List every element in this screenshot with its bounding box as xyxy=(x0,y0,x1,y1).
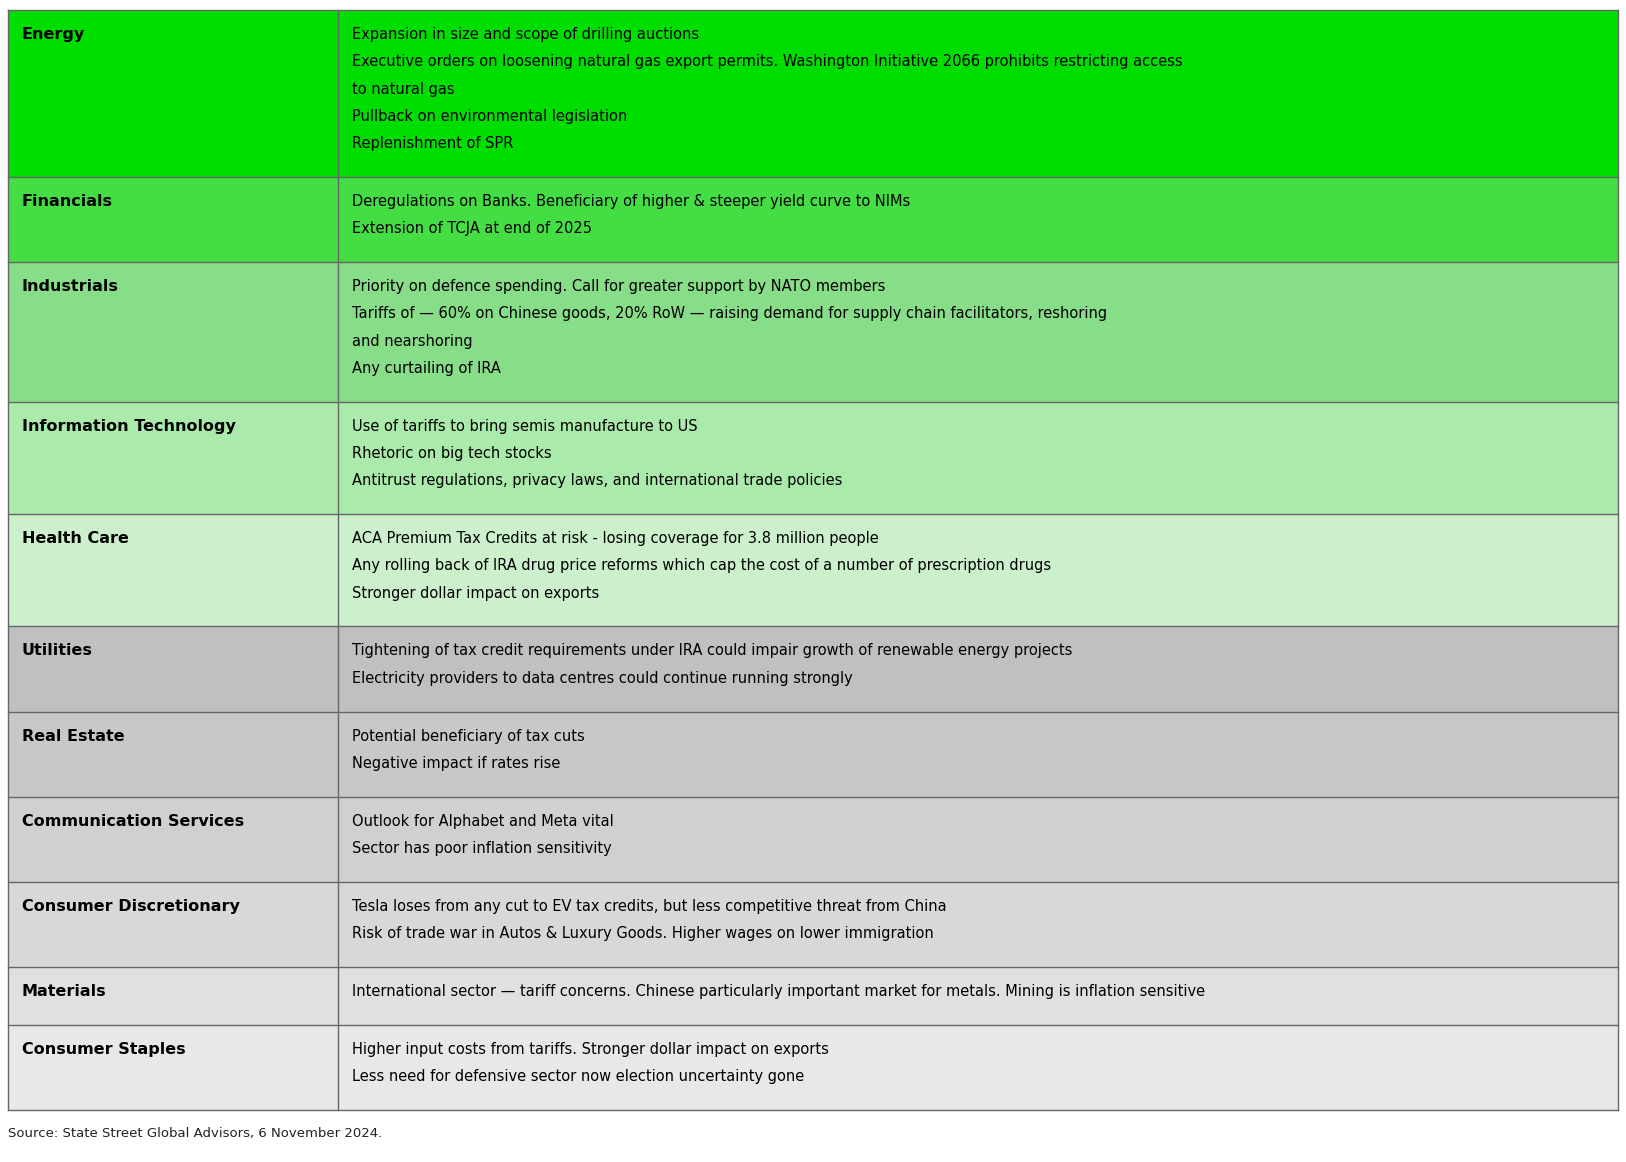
Bar xyxy=(8,177,338,261)
Text: Materials: Materials xyxy=(21,984,107,999)
Text: Negative impact if rates rise: Negative impact if rates rise xyxy=(351,755,561,770)
Text: ACA Premium Tax Credits at risk - losing coverage for 3.8 million people: ACA Premium Tax Credits at risk - losing… xyxy=(351,531,878,546)
Bar xyxy=(338,626,1618,711)
Bar xyxy=(338,514,1618,626)
Text: Tesla loses from any cut to EV tax credits, but less competitive threat from Chi: Tesla loses from any cut to EV tax credi… xyxy=(351,899,946,913)
Text: Higher input costs from tariffs. Stronger dollar impact on exports: Higher input costs from tariffs. Stronge… xyxy=(351,1042,829,1057)
Text: Any curtailing of IRA: Any curtailing of IRA xyxy=(351,360,501,375)
Text: Industrials: Industrials xyxy=(21,279,119,294)
Bar xyxy=(8,1025,338,1110)
Bar xyxy=(338,1025,1618,1110)
Text: Health Care: Health Care xyxy=(21,531,128,546)
Text: Tightening of tax credit requirements under IRA could impair growth of renewable: Tightening of tax credit requirements un… xyxy=(351,644,1072,659)
Text: International sector — tariff concerns. Chinese particularly important market fo: International sector — tariff concerns. … xyxy=(351,984,1205,999)
Bar xyxy=(8,514,338,626)
Bar xyxy=(8,882,338,967)
Text: Risk of trade war in Autos & Luxury Goods. Higher wages on lower immigration: Risk of trade war in Autos & Luxury Good… xyxy=(351,926,933,941)
Text: and nearshoring: and nearshoring xyxy=(351,333,473,349)
Text: Potential beneficiary of tax cuts: Potential beneficiary of tax cuts xyxy=(351,729,585,744)
Text: Information Technology: Information Technology xyxy=(21,418,236,433)
Text: Replenishment of SPR: Replenishment of SPR xyxy=(351,136,514,151)
Bar xyxy=(8,967,338,1025)
Bar xyxy=(338,967,1618,1025)
Text: to natural gas: to natural gas xyxy=(351,81,455,96)
Bar xyxy=(338,402,1618,514)
Bar xyxy=(8,10,338,177)
Text: Rhetoric on big tech stocks: Rhetoric on big tech stocks xyxy=(351,446,551,461)
Text: Financials: Financials xyxy=(21,194,112,209)
Text: Sector has poor inflation sensitivity: Sector has poor inflation sensitivity xyxy=(351,841,611,856)
Bar xyxy=(8,797,338,882)
Text: Utilities: Utilities xyxy=(21,644,93,659)
Text: Energy: Energy xyxy=(21,27,85,42)
Text: Deregulations on Banks. Beneficiary of higher & steeper yield curve to NIMs: Deregulations on Banks. Beneficiary of h… xyxy=(351,194,911,209)
Bar xyxy=(338,797,1618,882)
Bar xyxy=(8,711,338,797)
Text: Consumer Discretionary: Consumer Discretionary xyxy=(21,899,239,913)
Text: Less need for defensive sector now election uncertainty gone: Less need for defensive sector now elect… xyxy=(351,1069,805,1084)
Text: Real Estate: Real Estate xyxy=(21,729,125,744)
Bar xyxy=(338,261,1618,402)
Bar xyxy=(8,402,338,514)
Text: Outlook for Alphabet and Meta vital: Outlook for Alphabet and Meta vital xyxy=(351,813,613,829)
Text: Expansion in size and scope of drilling auctions: Expansion in size and scope of drilling … xyxy=(351,27,699,42)
Bar xyxy=(338,882,1618,967)
Bar xyxy=(8,626,338,711)
Text: Pullback on environmental legislation: Pullback on environmental legislation xyxy=(351,109,628,124)
Text: Tariffs of — 60% on Chinese goods, 20% RoW — raising demand for supply chain fac: Tariffs of — 60% on Chinese goods, 20% R… xyxy=(351,307,1107,321)
Text: Stronger dollar impact on exports: Stronger dollar impact on exports xyxy=(351,586,600,601)
Text: Antitrust regulations, privacy laws, and international trade policies: Antitrust regulations, privacy laws, and… xyxy=(351,473,842,488)
Text: Source: State Street Global Advisors, 6 November 2024.: Source: State Street Global Advisors, 6 … xyxy=(8,1127,382,1140)
Text: Communication Services: Communication Services xyxy=(21,813,244,829)
Text: Priority on defence spending. Call for greater support by NATO members: Priority on defence spending. Call for g… xyxy=(351,279,885,294)
Text: Extension of TCJA at end of 2025: Extension of TCJA at end of 2025 xyxy=(351,221,592,236)
Text: Use of tariffs to bring semis manufacture to US: Use of tariffs to bring semis manufactur… xyxy=(351,418,698,433)
Text: Any rolling back of IRA drug price reforms which cap the cost of a number of pre: Any rolling back of IRA drug price refor… xyxy=(351,558,1050,573)
Bar xyxy=(338,711,1618,797)
Bar xyxy=(338,177,1618,261)
Text: Executive orders on loosening natural gas export permits. Washington Initiative : Executive orders on loosening natural ga… xyxy=(351,55,1182,70)
Text: Electricity providers to data centres could continue running strongly: Electricity providers to data centres co… xyxy=(351,670,852,686)
Text: Consumer Staples: Consumer Staples xyxy=(21,1042,185,1057)
Bar xyxy=(338,10,1618,177)
Bar xyxy=(8,261,338,402)
